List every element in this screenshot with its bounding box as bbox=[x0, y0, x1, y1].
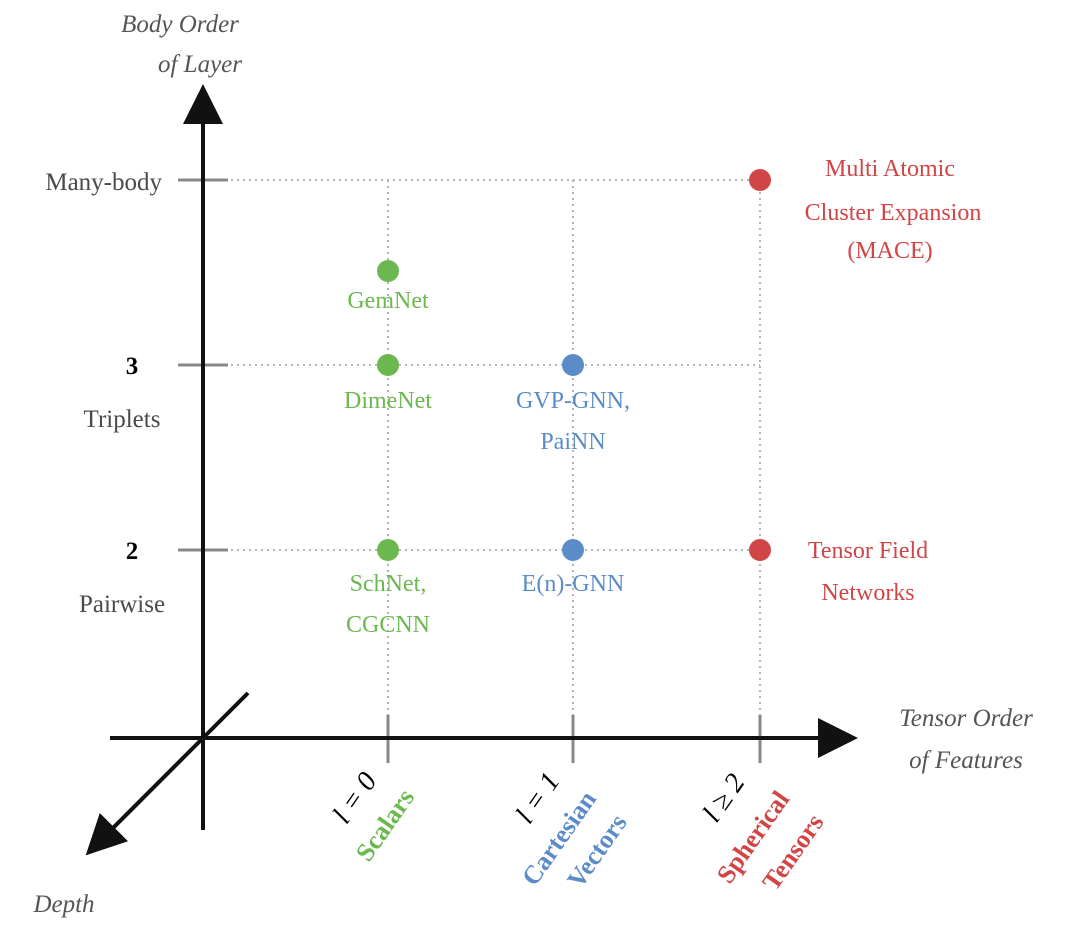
y-axis-title-line2: of Layer bbox=[158, 51, 242, 78]
label-painn: PaiNN bbox=[540, 429, 605, 455]
label-dimenet: DimeNet bbox=[344, 388, 432, 414]
guide-lines bbox=[225, 180, 760, 718]
label-tfn-line2: Networks bbox=[821, 580, 914, 606]
x-tick-labels: l = 0 Scalars l = 1 Cartesian Vectors l … bbox=[327, 767, 830, 896]
y-tick-label-two: 2 bbox=[126, 538, 139, 565]
label-cgcnn: CGCNN bbox=[346, 612, 430, 638]
point-tfn bbox=[749, 539, 771, 561]
model-labels: GemNet DimeNet SchNet, CGCNN GVP-GNN, Pa… bbox=[344, 156, 981, 638]
point-egnn bbox=[562, 539, 584, 561]
label-mace-line1: Multi Atomic bbox=[825, 156, 955, 182]
y-axis-title-line1: Body Order bbox=[121, 11, 239, 38]
point-schnet bbox=[377, 539, 399, 561]
axes bbox=[97, 100, 842, 844]
point-gemnet bbox=[377, 260, 399, 282]
tick-marks bbox=[178, 180, 760, 763]
y-tick-label-three: 3 bbox=[126, 353, 139, 380]
y-tick-label-many-body: Many-body bbox=[45, 169, 162, 196]
diagram-canvas: Body Order of Layer Tensor Order of Feat… bbox=[0, 0, 1080, 930]
label-tfn-line1: Tensor Field bbox=[808, 538, 928, 564]
label-mace-line3: (MACE) bbox=[847, 238, 932, 264]
depth-axis-title: Depth bbox=[32, 891, 94, 918]
y-tick-labels: Many-body 3 Triplets 2 Pairwise bbox=[45, 169, 165, 618]
y-tick-label-triplets: Triplets bbox=[84, 406, 161, 433]
label-gemnet: GemNet bbox=[347, 288, 429, 314]
point-gvp-gnn bbox=[562, 354, 584, 376]
depth-axis-back bbox=[203, 693, 248, 738]
x-axis-title-line1: Tensor Order bbox=[899, 705, 1033, 732]
label-mace-line2: Cluster Expansion bbox=[805, 200, 982, 226]
point-dimenet bbox=[377, 354, 399, 376]
depth-axis bbox=[97, 738, 203, 844]
model-taxonomy-diagram: Body Order of Layer Tensor Order of Feat… bbox=[0, 0, 1080, 930]
label-schnet: SchNet, bbox=[350, 571, 427, 597]
x-tick-math-l2: l ≥ 2 bbox=[697, 768, 752, 828]
label-egnn: E(n)-GNN bbox=[522, 571, 625, 597]
label-gvp-gnn: GVP-GNN, bbox=[516, 388, 630, 414]
x-axis-title-line2: of Features bbox=[909, 747, 1023, 774]
y-tick-label-pairwise: Pairwise bbox=[79, 591, 165, 618]
point-mace bbox=[749, 169, 771, 191]
